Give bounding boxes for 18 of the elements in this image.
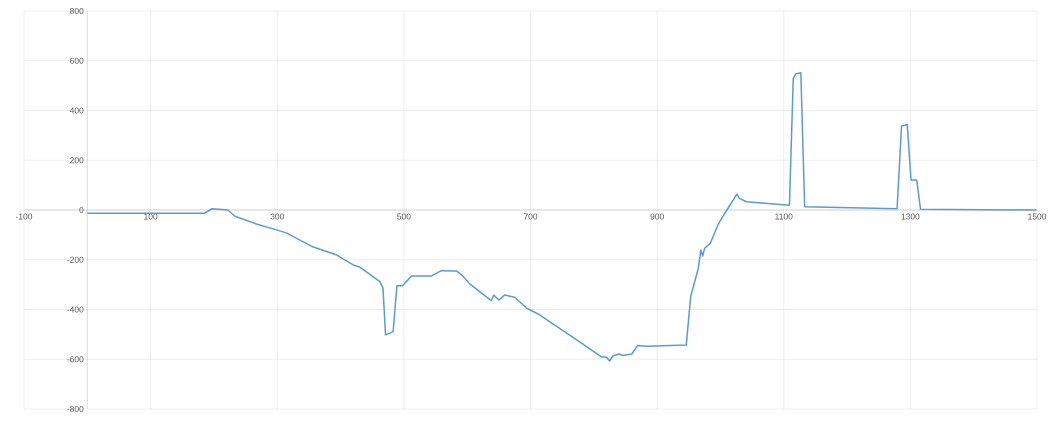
x-tick-label: 1100 [775,213,793,220]
y-tick-label: 0 [79,207,84,213]
y-tick-label: 800 [70,8,84,14]
y-tick-label: 600 [70,57,84,64]
x-tick-label: 1300 [901,213,920,220]
y-tick-label: 400 [69,107,84,114]
x-tick-label: 900 [650,213,664,220]
x-tick-label: 500 [397,213,411,220]
y-tick-label: -800 [67,406,84,412]
x-tick-label: 1500 [1028,213,1047,220]
x-tick-label: -100 [15,213,33,220]
x-tick-label: 700 [523,213,538,220]
y-tick-label: -200 [67,256,84,263]
x-tick-label: 100 [144,213,158,220]
y-tick-label: -400 [67,306,84,313]
y-tick-label: 200 [70,157,84,164]
y-tick-label: -600 [67,356,84,363]
x-tick-label: 300 [270,213,284,220]
